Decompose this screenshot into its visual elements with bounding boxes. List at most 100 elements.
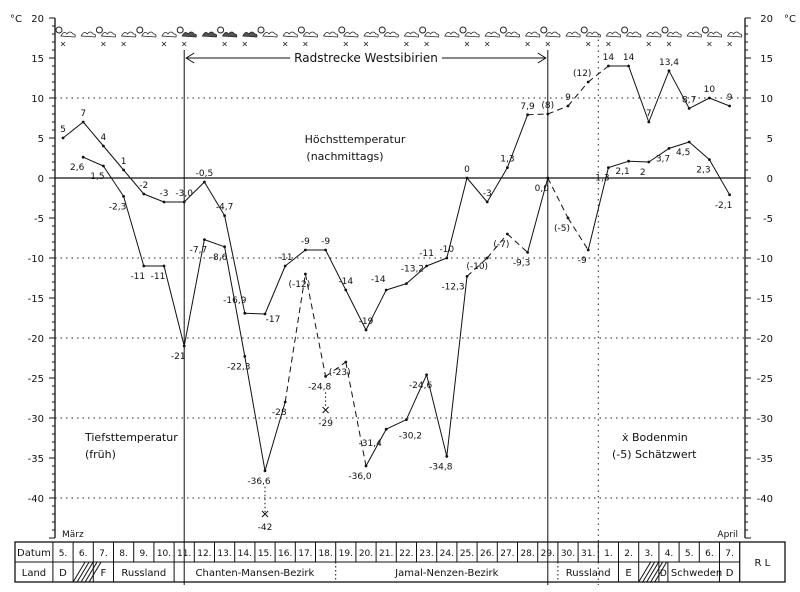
low-data-point <box>81 155 85 159</box>
high-series-segment <box>587 65 609 83</box>
high-data-label: 7 <box>80 109 86 119</box>
high-data-point <box>203 180 206 184</box>
high-data-label: -10 <box>439 245 454 255</box>
cloud-icon <box>282 31 298 38</box>
high-series-segment <box>668 70 690 109</box>
cloud-icon <box>484 31 500 38</box>
low-data-label: 1,5 <box>90 172 104 182</box>
sun-icon <box>217 26 225 34</box>
snow-icon <box>525 41 530 47</box>
high-series-segment <box>628 65 650 123</box>
cloud-icon <box>363 31 379 38</box>
country-cell: D <box>660 569 667 579</box>
high-data-label: -0,5 <box>196 169 214 179</box>
low-data-point <box>324 375 327 378</box>
legend-ground-min: ẋ Bodenmin <box>622 431 688 444</box>
ground-min-marker <box>322 406 329 414</box>
high-data-label: -14 <box>338 277 353 287</box>
cloud-icon <box>120 31 137 38</box>
high-series-segment <box>345 289 367 331</box>
high-data-label: 10 <box>704 85 716 95</box>
date-cell: 2. <box>624 549 633 559</box>
high-series-segment <box>203 181 226 216</box>
high-data-point <box>263 312 267 316</box>
hatched-transit-cell <box>654 561 668 583</box>
high-data-point <box>102 144 105 148</box>
high-data-point <box>162 200 166 204</box>
snow-icon <box>585 41 591 47</box>
country-cell: Schweden <box>671 568 722 579</box>
sun-icon <box>661 26 669 34</box>
high-series-segment <box>244 312 266 315</box>
sun-icon <box>540 26 548 34</box>
low-data-point <box>485 256 489 260</box>
date-cell: 11. <box>177 549 191 559</box>
low-data-label: -7,7 <box>190 246 208 256</box>
date-cell: 18. <box>318 549 332 559</box>
left-tick-label: 5 <box>38 134 44 145</box>
high-series-segment <box>466 177 488 203</box>
high-series-segment <box>406 265 427 284</box>
low-series-segment <box>587 167 609 251</box>
high-data-point <box>384 288 388 292</box>
low-series-segment <box>446 276 468 457</box>
cloud-icon <box>726 31 743 38</box>
hatched-transit-cell <box>88 561 102 583</box>
hatched-transit-cell <box>642 561 656 583</box>
high-data-label: -9 <box>301 237 310 247</box>
cloud-icon <box>262 31 278 38</box>
month-label-april: April <box>717 530 738 540</box>
snow-icon <box>161 41 167 47</box>
right-tick-label: 0 <box>767 174 773 185</box>
low-data-label: 2,6 <box>70 163 85 173</box>
cloud-icon <box>80 31 96 38</box>
date-cell: 4. <box>665 549 674 559</box>
high-series-segment <box>123 169 145 195</box>
sun-icon <box>176 26 184 34</box>
low-data-label: (-23) <box>329 368 351 378</box>
sun-icon <box>55 26 63 34</box>
low-data-point <box>526 251 529 254</box>
low-data-point <box>344 360 348 364</box>
low-data-point <box>203 238 206 242</box>
low-series-segment <box>224 246 246 357</box>
high-data-point <box>304 248 307 252</box>
high-data-point <box>182 200 186 204</box>
low-data-point <box>667 147 671 150</box>
high-data-point <box>243 311 247 315</box>
high-data-label: 5 <box>60 125 66 135</box>
sun-icon <box>419 26 427 34</box>
low-series-segment <box>244 356 266 471</box>
high-data-label: -3 <box>160 189 169 199</box>
high-series-segment <box>446 177 468 259</box>
right-tick-label: -35 <box>757 454 773 465</box>
low-data-label: -12,3 <box>441 282 464 292</box>
low-data-label: -31,4 <box>359 439 383 449</box>
right-tick-label: -15 <box>757 294 773 305</box>
hatched-transit-cell <box>72 561 86 583</box>
date-cell: 7. <box>99 549 108 559</box>
high-data-point <box>223 214 227 218</box>
date-cell: 16. <box>278 549 292 559</box>
high-series-segment <box>567 81 589 107</box>
date-cell: 19. <box>339 549 353 559</box>
date-cell: 25. <box>460 549 474 559</box>
low-series-segment <box>102 165 125 197</box>
left-tick-label: 20 <box>31 14 44 25</box>
high-data-point <box>586 80 590 84</box>
high-data-point <box>61 136 65 140</box>
low-data-label: -36,6 <box>247 477 271 487</box>
date-cell: 21. <box>379 549 393 559</box>
cloud-icon <box>242 31 258 38</box>
low-data-label: -2,1 <box>715 201 733 211</box>
low-data-label: (-5) <box>554 224 570 234</box>
date-cell: 12. <box>197 549 211 559</box>
low-data-point <box>263 469 267 473</box>
low-data-label: 1,3 <box>595 174 609 184</box>
right-tick-label: -5 <box>763 214 773 225</box>
high-series-segment <box>365 289 387 331</box>
high-data-label: 4 <box>101 133 107 143</box>
low-series-segment <box>708 159 731 196</box>
low-data-label: -34,8 <box>429 462 453 472</box>
low-data-point <box>384 427 388 431</box>
